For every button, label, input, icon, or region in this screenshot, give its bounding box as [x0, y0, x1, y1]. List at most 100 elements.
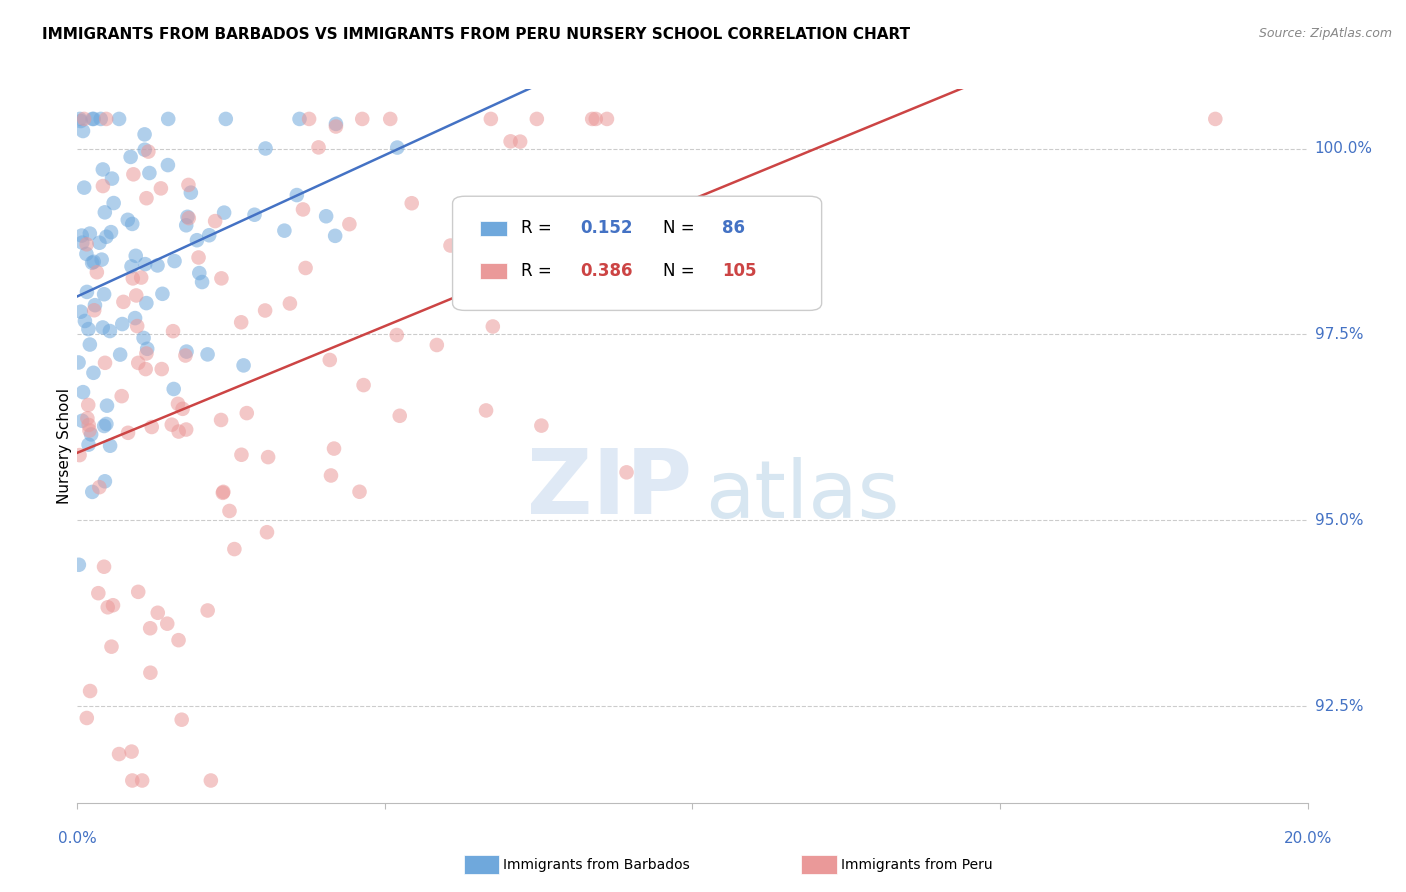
- Point: [323, 442, 346, 456]
- Point: [172, 401, 194, 416]
- Point: [352, 112, 374, 126]
- Point: [79, 337, 101, 351]
- Point: [132, 331, 155, 345]
- Point: [70, 228, 93, 243]
- Point: [86, 265, 108, 279]
- Point: [180, 186, 202, 200]
- Text: N =: N =: [664, 219, 700, 237]
- Point: [212, 205, 235, 219]
- Point: [72, 385, 94, 400]
- Point: [82, 256, 104, 270]
- Point: [76, 411, 98, 425]
- Point: [96, 417, 118, 431]
- Point: [156, 616, 179, 631]
- Point: [139, 665, 162, 680]
- Point: [285, 188, 308, 202]
- Point: [73, 180, 96, 194]
- Point: [288, 112, 311, 126]
- Text: N =: N =: [664, 262, 700, 280]
- Point: [94, 356, 117, 370]
- Point: [69, 112, 91, 126]
- Point: [117, 212, 139, 227]
- Point: [174, 349, 197, 363]
- Point: [426, 338, 449, 352]
- Point: [167, 425, 190, 439]
- Point: [120, 150, 142, 164]
- Point: [108, 348, 131, 362]
- Bar: [479, 220, 506, 236]
- Point: [319, 353, 342, 368]
- Point: [121, 217, 143, 231]
- Point: [298, 112, 321, 126]
- Point: [224, 542, 246, 557]
- Point: [70, 414, 93, 428]
- Text: 0.386: 0.386: [581, 262, 633, 280]
- Point: [90, 252, 112, 267]
- Point: [439, 238, 461, 252]
- Point: [177, 178, 200, 192]
- Point: [77, 417, 100, 432]
- Point: [254, 141, 277, 155]
- Point: [325, 120, 347, 134]
- Text: 105: 105: [723, 262, 756, 280]
- Point: [121, 271, 143, 285]
- Point: [353, 378, 375, 392]
- Point: [91, 162, 114, 177]
- Text: 97.5%: 97.5%: [1315, 327, 1362, 342]
- FancyBboxPatch shape: [453, 196, 821, 310]
- Point: [231, 315, 253, 329]
- Point: [325, 117, 347, 131]
- Point: [127, 356, 149, 370]
- Point: [209, 271, 232, 285]
- Text: IMMIGRANTS FROM BARBADOS VS IMMIGRANTS FROM PERU NURSERY SCHOOL CORRELATION CHAR: IMMIGRANTS FROM BARBADOS VS IMMIGRANTS F…: [42, 27, 910, 42]
- Point: [69, 448, 91, 462]
- Text: ZIP: ZIP: [527, 445, 693, 533]
- Point: [499, 134, 522, 148]
- Point: [243, 208, 266, 222]
- Point: [160, 417, 183, 432]
- Point: [89, 480, 111, 494]
- Point: [111, 317, 134, 331]
- Point: [108, 747, 131, 761]
- Point: [93, 559, 115, 574]
- Point: [526, 112, 548, 126]
- Point: [197, 347, 219, 361]
- Point: [76, 711, 98, 725]
- Point: [79, 227, 101, 241]
- Bar: [479, 263, 506, 279]
- Point: [232, 359, 254, 373]
- Point: [87, 586, 110, 600]
- Point: [156, 158, 179, 172]
- Point: [136, 342, 159, 356]
- Point: [67, 558, 90, 572]
- Point: [135, 296, 157, 310]
- Point: [124, 311, 146, 326]
- Point: [82, 484, 104, 499]
- Point: [134, 128, 156, 142]
- Text: 92.5%: 92.5%: [1315, 698, 1362, 714]
- Point: [98, 439, 121, 453]
- Point: [163, 382, 186, 396]
- Point: [129, 270, 152, 285]
- Point: [212, 484, 235, 499]
- Point: [596, 112, 619, 126]
- Point: [91, 320, 114, 334]
- Point: [72, 124, 94, 138]
- Point: [69, 304, 91, 318]
- Point: [131, 773, 153, 788]
- Point: [94, 475, 117, 489]
- Point: [96, 112, 118, 126]
- Text: 20.0%: 20.0%: [1284, 831, 1331, 846]
- Point: [101, 171, 124, 186]
- Point: [278, 296, 301, 310]
- Point: [122, 167, 145, 181]
- Point: [75, 247, 97, 261]
- Point: [211, 486, 233, 500]
- Text: 0.152: 0.152: [581, 219, 633, 237]
- Point: [134, 257, 156, 271]
- Point: [186, 233, 208, 247]
- Point: [108, 112, 131, 126]
- Point: [112, 294, 135, 309]
- Y-axis label: Nursery School: Nursery School: [56, 388, 72, 504]
- Point: [93, 419, 115, 434]
